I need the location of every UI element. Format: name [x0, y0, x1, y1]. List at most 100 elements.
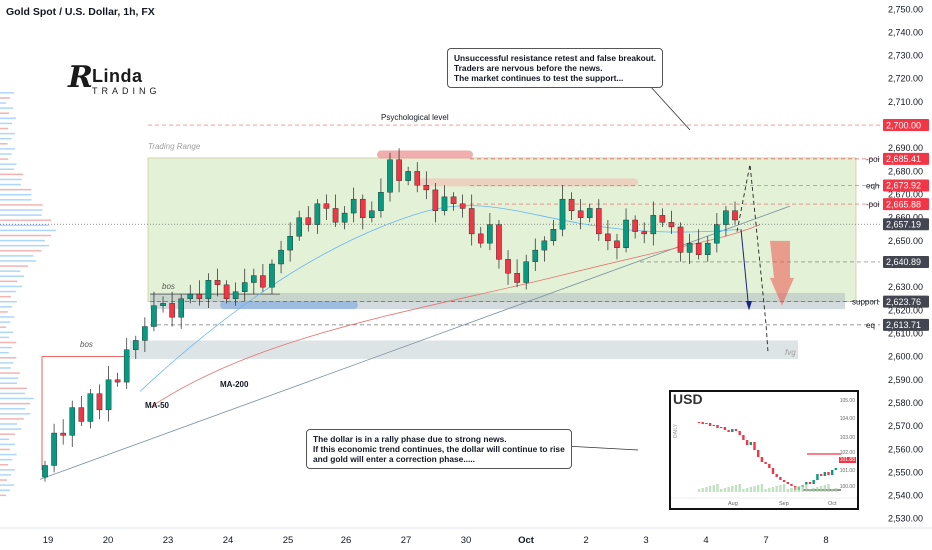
inset-candle [738, 431, 741, 435]
candle [723, 206, 729, 237]
candle [105, 365, 112, 422]
candle-body [341, 212, 348, 223]
volume-bar [0, 178, 22, 181]
y-tick-label: 2,660.00 [888, 213, 923, 223]
inset-candle [779, 477, 782, 480]
x-tick-label: 8 [823, 535, 828, 546]
y-tick-label: 2,570.00 [888, 421, 923, 431]
volume-bar [0, 153, 12, 155]
inset-volume-bar [723, 488, 727, 492]
inset-volume-bar [794, 487, 797, 492]
candle [187, 284, 194, 304]
volume-bar [0, 316, 15, 318]
candle-body [541, 240, 548, 251]
candle-body [568, 198, 575, 211]
candle-body [659, 215, 666, 223]
inset-volume-bar [705, 487, 708, 492]
inset-candle [827, 472, 830, 475]
candle [123, 338, 130, 390]
x-tick-label: 3 [643, 535, 648, 546]
volume-bar [0, 397, 34, 400]
inset-candle [786, 482, 789, 484]
inset-side-label: DAILY [673, 423, 679, 438]
inset-volume-bar [779, 485, 782, 492]
level-label: -poi [866, 200, 880, 209]
candle [541, 236, 548, 262]
inset-volume-bar [812, 488, 815, 492]
price-tag [883, 295, 929, 308]
x-tick-label: 23 [163, 535, 174, 546]
volume-bar [0, 92, 15, 94]
volume-bar [0, 137, 12, 140]
candle-body [96, 393, 103, 411]
volume-bar [0, 377, 19, 379]
inset-volume-bar [808, 489, 812, 492]
candle [523, 254, 529, 290]
candle-body [686, 242, 693, 253]
volume-bar [0, 489, 11, 491]
candle [296, 210, 303, 241]
projection-path-1 [736, 164, 769, 353]
candle [487, 213, 493, 251]
volume-bar [0, 255, 34, 257]
candle [160, 296, 166, 313]
candle [532, 238, 539, 271]
inset-title: USD [673, 391, 703, 407]
y-tick-label: 2,600.00 [888, 352, 923, 362]
inset-volume-bar [831, 489, 834, 492]
volume-bar [0, 428, 22, 430]
volume-bar [0, 351, 9, 354]
candle-body [714, 224, 720, 244]
candle [42, 460, 48, 482]
volume-bar [0, 372, 20, 374]
volume-bar [0, 402, 30, 405]
y-tick-label: 2,560.00 [888, 444, 923, 454]
inset-candle [753, 442, 756, 450]
inset-volume-bar [712, 485, 715, 492]
inset-candle [731, 429, 734, 432]
volume-bar [0, 321, 11, 323]
volume-bar [0, 219, 52, 221]
candle [704, 236, 711, 262]
y-tick-label: 2,730.00 [888, 51, 923, 61]
candle [659, 208, 666, 227]
volume-bar [0, 484, 15, 486]
candle-body [459, 203, 466, 209]
candle-body [477, 233, 484, 244]
inset-volume-bar [742, 489, 745, 492]
price-tag [883, 318, 929, 331]
ma200-label: MA-200 [220, 380, 249, 389]
candle [550, 220, 557, 246]
volume-bar [0, 285, 22, 288]
price-tag-label: 2,657.19 [886, 219, 921, 229]
inset-volume-bar [753, 486, 756, 492]
ma50-line [139, 205, 741, 392]
projection-path-2 [740, 229, 749, 302]
candle-body [78, 407, 85, 422]
x-tick-label: 26 [341, 535, 352, 546]
inset-candle [782, 480, 786, 482]
volume-bar [0, 199, 32, 201]
candle [596, 199, 602, 241]
y-tick-label: 2,530.00 [888, 514, 923, 524]
candle [96, 384, 103, 420]
volume-bar [0, 224, 49, 227]
volume-bar [0, 244, 50, 247]
candle-body [668, 222, 675, 228]
volume-bar [0, 127, 9, 130]
inset-candle [775, 474, 778, 477]
usd-inset-chart: USD DAILY 105.00 104.00 103.00 102.00 10… [669, 390, 859, 510]
brand-logo: R Linda TRADING [66, 60, 157, 102]
candle [641, 222, 648, 244]
inset-candle [768, 464, 771, 468]
inset-candle [757, 450, 760, 457]
candle-body [605, 233, 611, 242]
volume-bar [0, 209, 43, 211]
candle-body [532, 249, 539, 262]
x-tick-label: Oct [518, 535, 535, 546]
y-tick-label: 2,740.00 [888, 27, 923, 37]
candle-body [487, 224, 493, 244]
candle [632, 215, 638, 239]
volume-bar [0, 438, 10, 441]
